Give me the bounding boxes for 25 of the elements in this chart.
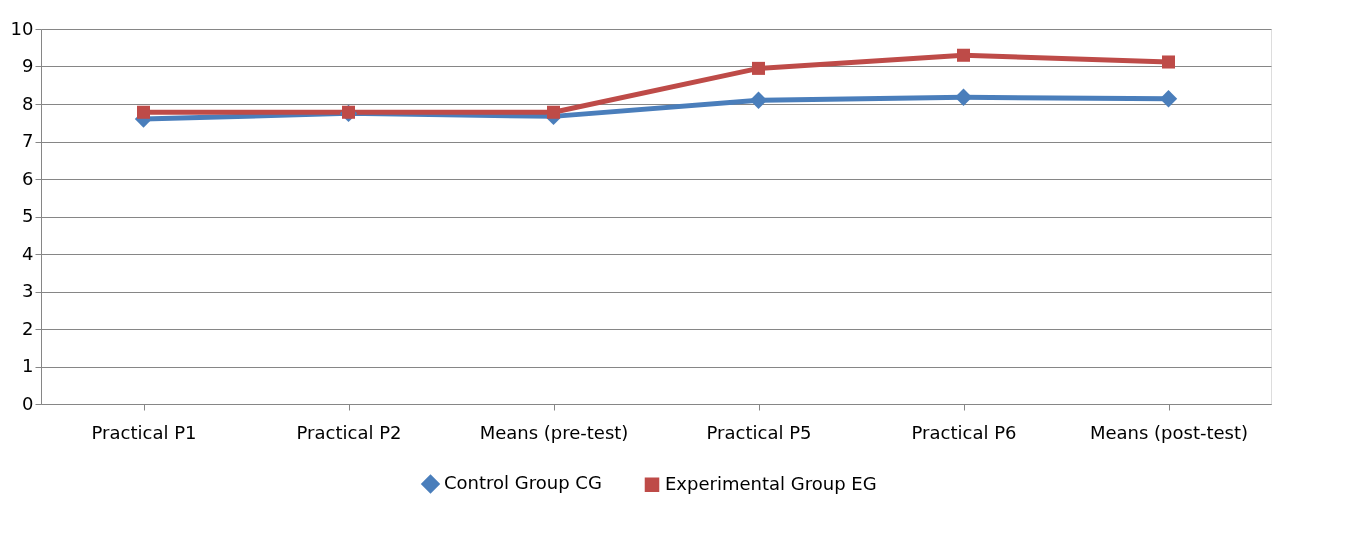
- y-tick-label: 4: [22, 242, 34, 264]
- y-tick-label: 6: [22, 167, 34, 189]
- point: [136, 105, 151, 119]
- point: [751, 61, 766, 75]
- point: [341, 105, 356, 119]
- x-tick-label: Practical P6: [911, 421, 1017, 443]
- y-tick-label: 0: [22, 392, 34, 414]
- y-tick-label: 3: [22, 280, 34, 301]
- y-tick-label: 2: [22, 317, 34, 339]
- legend-label: Experimental Group EG: [665, 472, 877, 494]
- x-tick-label: Practical P5: [706, 421, 812, 443]
- legend-label: Control Group CG: [444, 471, 602, 493]
- x-tick-label: Practical P1: [91, 421, 197, 443]
- y-tick-label: 9: [22, 55, 34, 76]
- y-tick-label: 1: [22, 355, 34, 376]
- y-tick-label: 8: [22, 92, 34, 114]
- point: [546, 105, 561, 119]
- x-tick-label: Means (post-test): [1089, 421, 1249, 443]
- y-tick-label: 5: [22, 205, 34, 226]
- point: [956, 48, 971, 62]
- x-tick-label: Means (pre-test): [479, 421, 629, 443]
- point: [1161, 55, 1176, 69]
- y-tick-label: 7: [22, 130, 34, 151]
- x-tick-label: Practical P2: [296, 421, 402, 443]
- y-tick-label: 10: [10, 17, 34, 39]
